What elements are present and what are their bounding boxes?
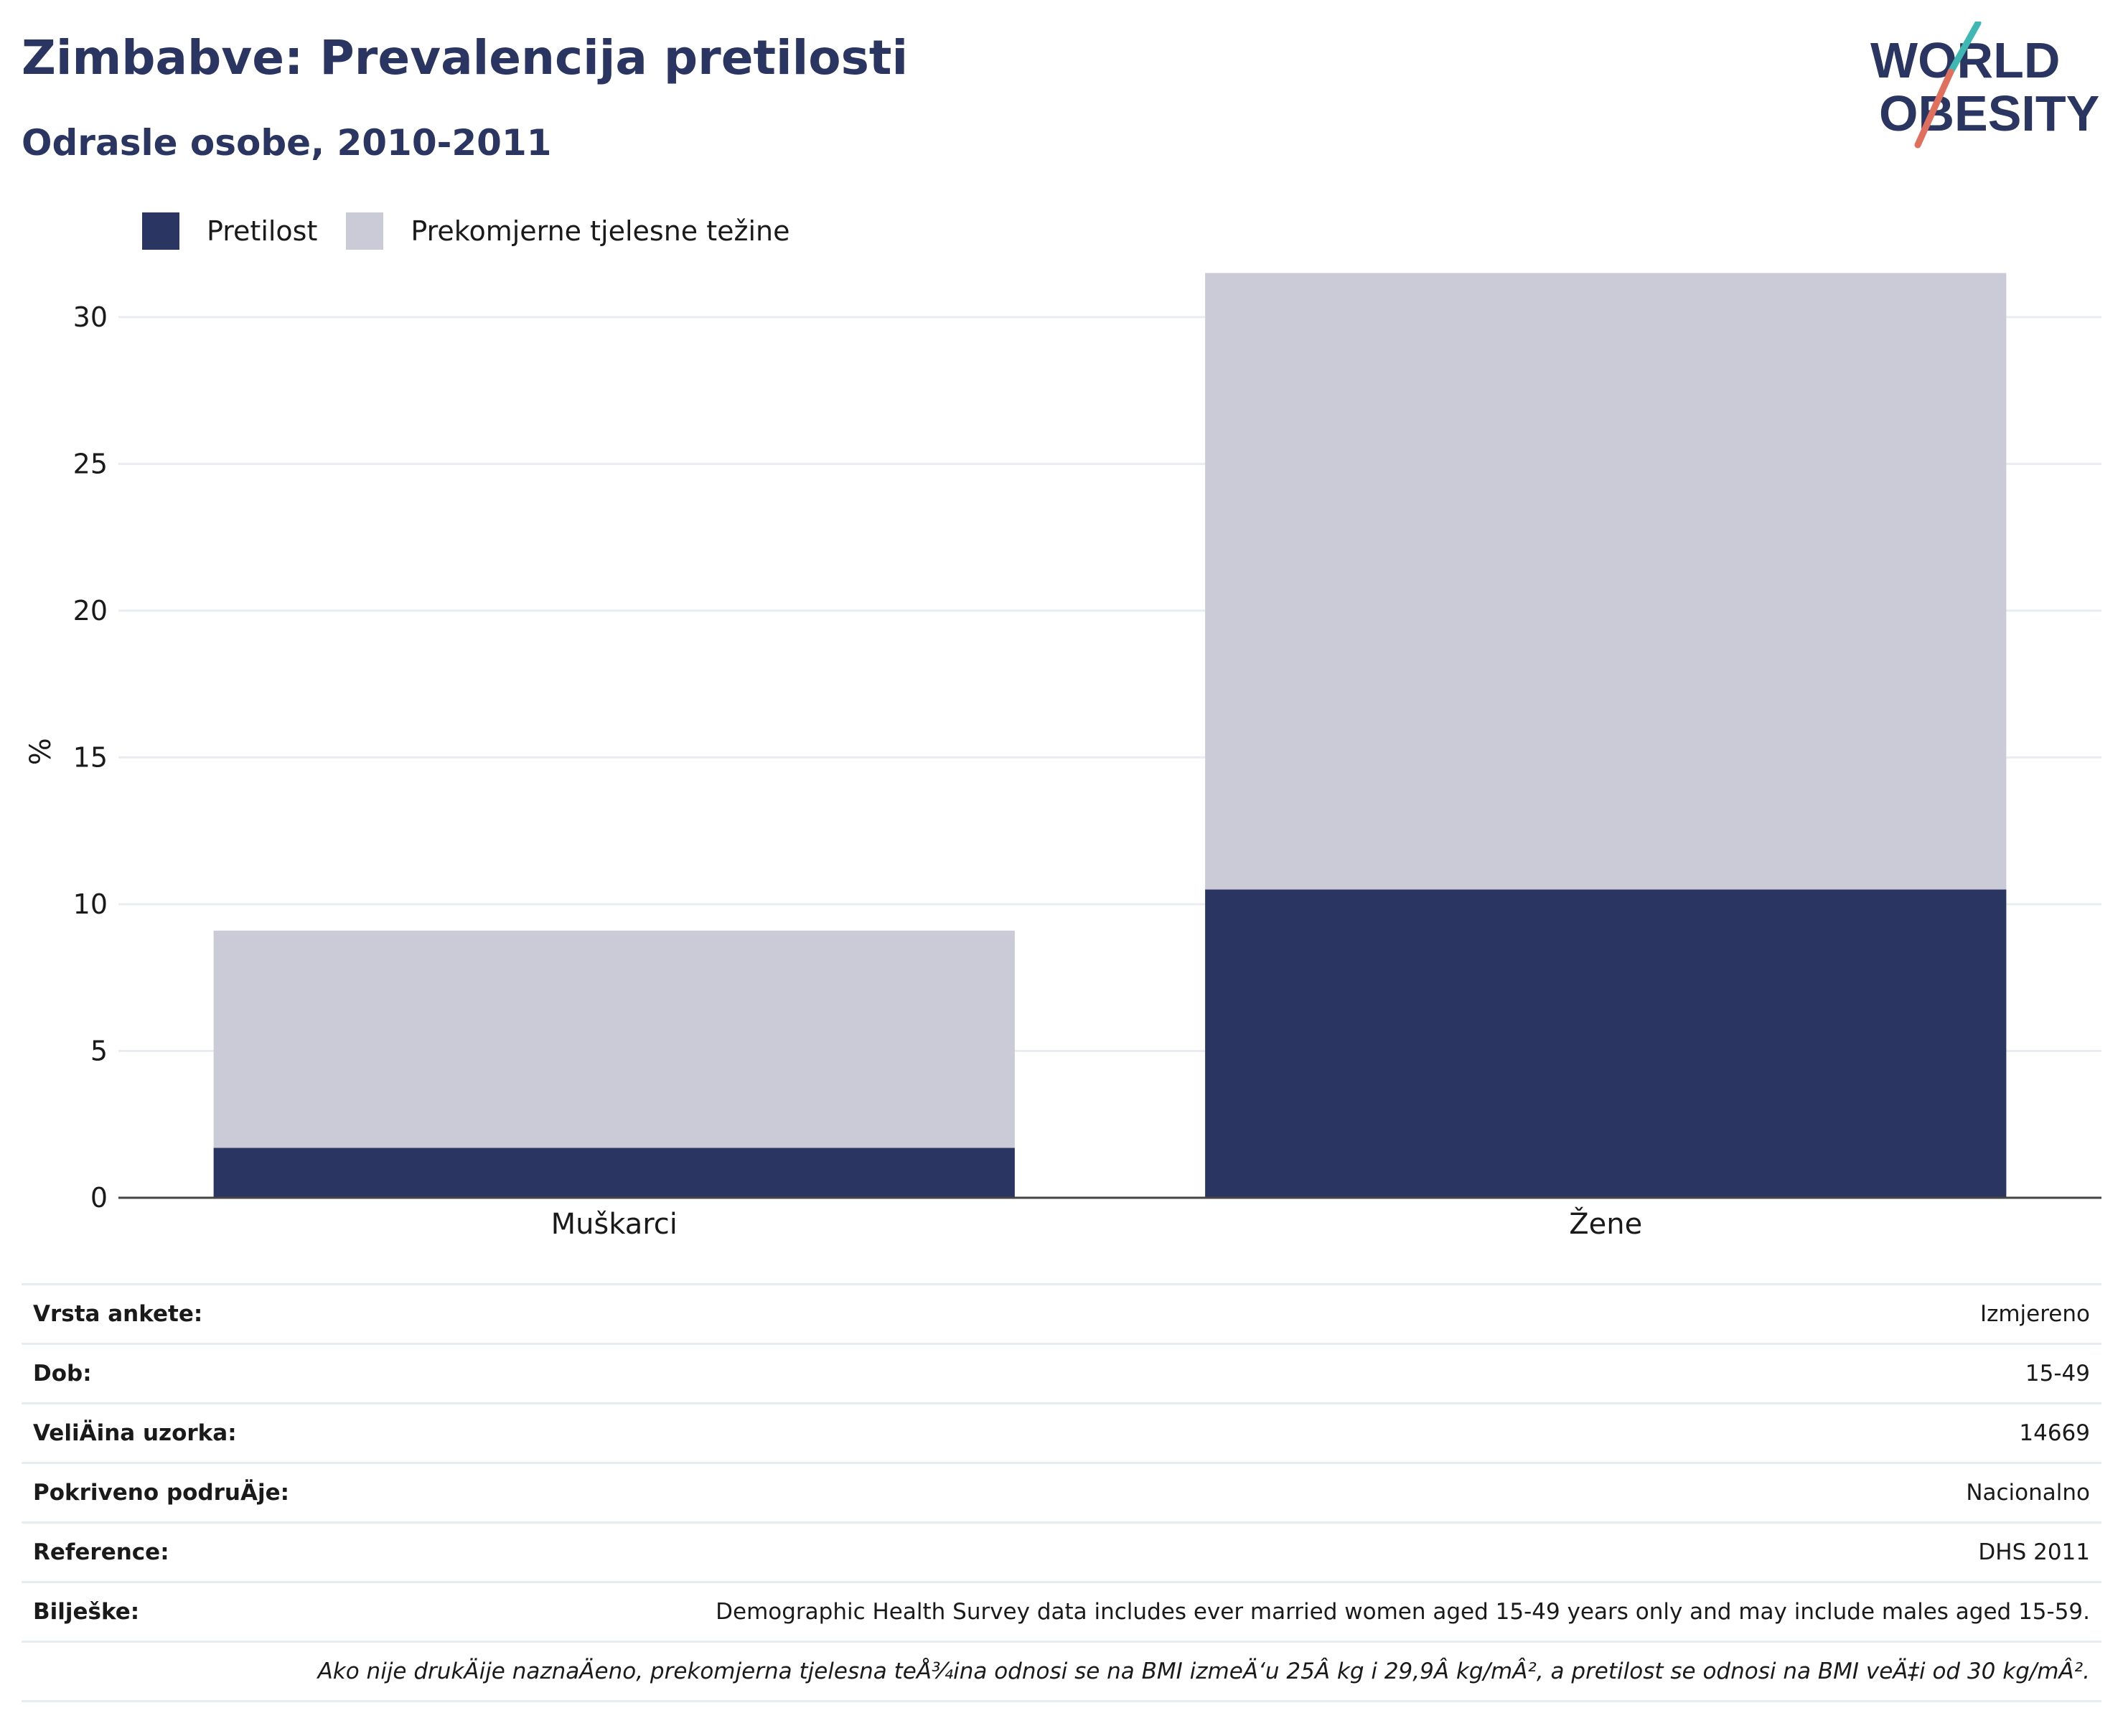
chart-title: Zimbabve: Prevalencija pretilosti [22,30,908,85]
info-row: Reference: DHS 2011 [22,1523,2101,1582]
info-label: VeliÄ ina uzorka: [22,1404,368,1463]
legend-item-obesity[interactable]: Pretilost [142,212,317,250]
legend-label-overweight: Prekomjerne tjelesne težine [411,215,789,247]
world-obesity-logo: WORLD OBESITY [1865,22,2101,154]
x-tick-label: Žene [1569,1206,1642,1241]
x-tick-label: Muškarci [551,1208,678,1241]
legend-item-overweight[interactable]: Prekomjerne tjelesne težine [346,212,789,250]
info-value: DHS 2011 [368,1523,2101,1582]
info-label: Vrsta ankete: [22,1285,368,1344]
info-label: Reference: [22,1523,368,1582]
bar-obesity-1 [1205,889,2006,1198]
info-value: Izmjereno [368,1285,2101,1344]
info-label: Dob: [22,1344,368,1404]
y-tick-label: 10 [73,888,108,920]
y-tick-label: 25 [73,448,108,479]
survey-info-table: Vrsta ankete: Izmjereno Dob: 15-49 VeliÄ ina… [22,1283,2101,1702]
bar-obesity-0 [214,1148,1015,1198]
legend-swatch-obesity [142,212,179,250]
info-label: Bilješke: [22,1582,368,1642]
y-axis-label: % [24,738,57,765]
info-value: 14669 [368,1404,2101,1463]
bar-overweight-0 [214,931,1015,1148]
info-row: Vrsta ankete: Izmjereno [22,1285,2101,1344]
bar-overweight-1 [1205,273,2006,889]
info-row: Bilješke: Demographic Health Survey data … [22,1582,2101,1642]
y-tick-label: 5 [90,1035,108,1066]
info-note: Ako nije drukÄ ije naznaÄ eno, prekomjer… [22,1642,2101,1702]
y-tick-label: 15 [73,741,108,773]
info-value: Nacionalno [368,1463,2101,1523]
info-label: Pokriveno podruÄ je: [22,1463,368,1523]
info-value: Demographic Health Survey data includes … [368,1582,2101,1642]
chart-legend: Pretilost Prekomjerne tjelesne težine [142,212,819,250]
info-row: Dob: 15-49 [22,1344,2101,1404]
y-tick-label: 30 [73,301,108,333]
info-row: VeliÄ ina uzorka: 14669 [22,1404,2101,1463]
legend-swatch-overweight [346,212,383,250]
info-row: Pokriveno podruÄ je: Nacionalno [22,1463,2101,1523]
legend-label-obesity: Pretilost [207,215,317,247]
logo-line-2: OBESITY [1879,85,2099,141]
y-tick-label: 0 [90,1182,108,1214]
chart-subtitle: Odrasle osobe, 2010-2011 [22,122,552,164]
y-tick-label: 20 [73,595,108,627]
bar-chart: 0 5 10 15 20 25 30% Muškarci Žene [0,258,2123,1249]
info-value: 15-49 [368,1344,2101,1404]
info-note-row: Ako nije drukÄ ije naznaÄ eno, prekomjer… [22,1642,2101,1702]
